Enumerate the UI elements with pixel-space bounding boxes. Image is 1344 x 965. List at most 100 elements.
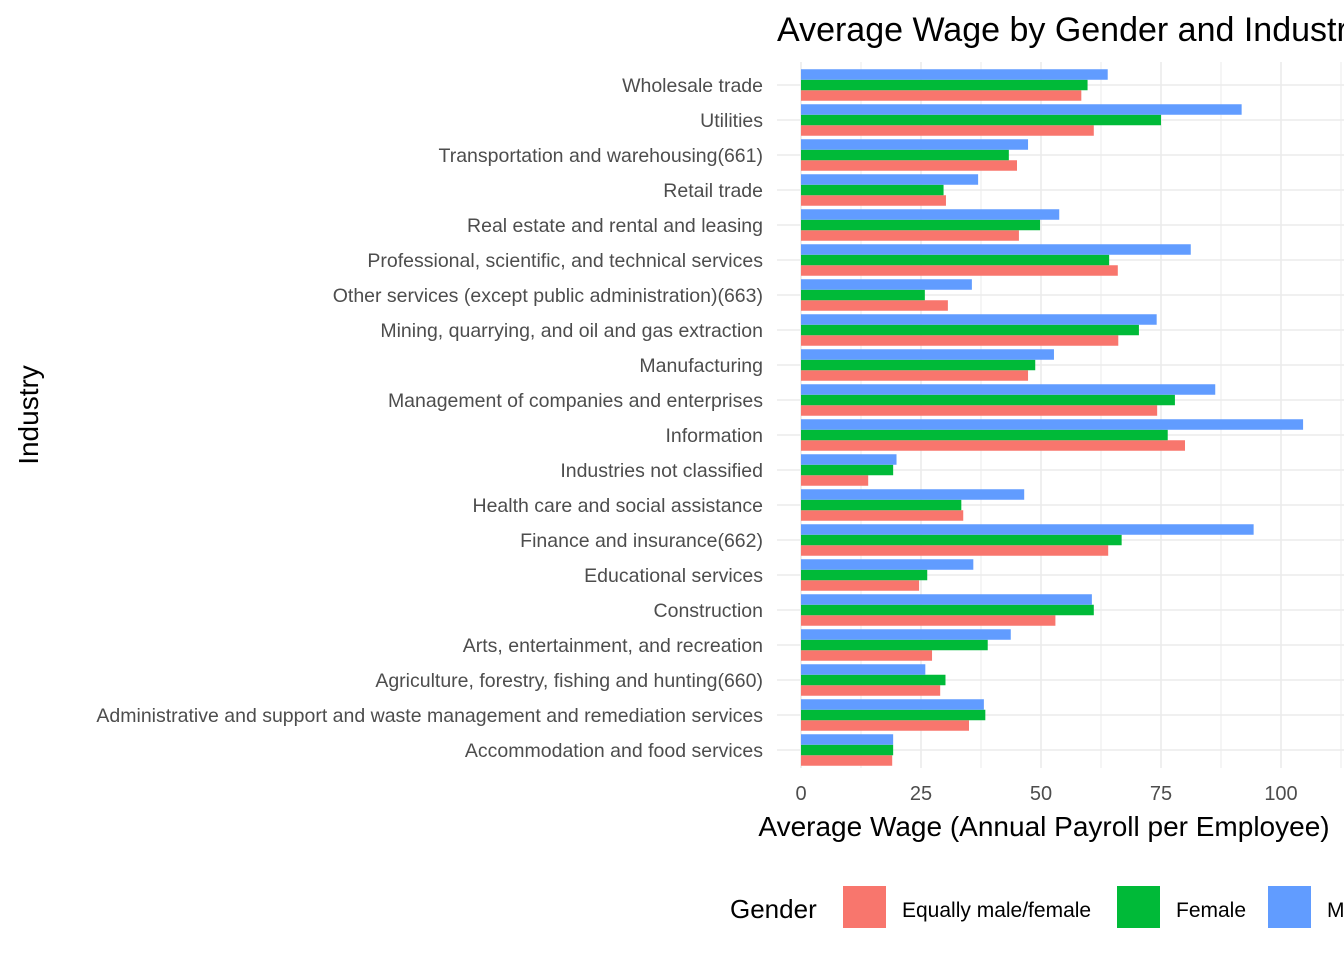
bar (801, 149, 1009, 161)
category-label: Arts, entertainment, and recreation (463, 635, 763, 657)
category-label: Accommodation and food services (465, 740, 763, 762)
bar (801, 559, 974, 570)
bar (801, 230, 1019, 241)
bar (801, 244, 1191, 255)
category-label: Agriculture, forestry, fishing and hunti… (375, 670, 763, 692)
bar (801, 184, 944, 196)
bar (801, 685, 941, 696)
bar (801, 419, 1304, 430)
bar (801, 475, 869, 486)
x-tick-label: 0 (795, 783, 806, 805)
legend-label: Female (1176, 899, 1246, 922)
bars (801, 69, 1304, 766)
bar (801, 405, 1158, 416)
category-label: Wholesale trade (622, 75, 763, 97)
x-tick-label: 50 (1030, 783, 1052, 805)
legend: Gender Equally male/female Female Male (730, 886, 1344, 928)
bar (801, 394, 1175, 406)
category-label: Educational services (584, 565, 763, 587)
bar (801, 454, 897, 465)
chart-title: Average Wage by Gender and Industry (777, 11, 1344, 49)
bar (801, 734, 894, 745)
bar (801, 114, 1161, 126)
category-label: Retail trade (663, 180, 763, 202)
bar (801, 370, 1029, 381)
bar (801, 720, 969, 731)
category-label: Industries not classified (560, 460, 763, 482)
bar (801, 594, 1092, 605)
bar (801, 279, 972, 290)
bar (801, 744, 894, 756)
category-label: Management of companies and enterprises (388, 390, 763, 412)
bar (801, 79, 1088, 91)
x-tick-label: 75 (1150, 783, 1172, 805)
category-label: Transportation and warehousing(661) (439, 145, 763, 167)
bar (801, 139, 1029, 150)
legend-swatch (843, 886, 886, 928)
bar (801, 709, 986, 721)
legend-swatch (1268, 886, 1311, 928)
legend-title: Gender (730, 894, 817, 924)
bar (801, 289, 925, 301)
bar (801, 349, 1054, 360)
bar (801, 265, 1118, 276)
bar (801, 524, 1254, 535)
bar (801, 69, 1108, 80)
category-label: Construction (654, 600, 763, 622)
bar (801, 384, 1216, 395)
bar (801, 569, 928, 581)
category-label: Professional, scientific, and technical … (367, 250, 763, 272)
bar (801, 174, 979, 185)
category-label: Real estate and rental and leasing (467, 215, 763, 237)
category-label: Mining, quarrying, and oil and gas extra… (380, 320, 763, 342)
x-axis-title: Average Wage (Annual Payroll per Employe… (758, 811, 1329, 842)
bar (801, 510, 964, 521)
legend-label: Male (1327, 899, 1344, 922)
bar (801, 699, 984, 710)
category-label: Administrative and support and waste man… (96, 705, 763, 727)
bar (801, 209, 1060, 220)
category-label: Other services (except public administra… (333, 285, 763, 307)
category-labels: Accommodation and food services Administr… (96, 75, 763, 762)
bar (801, 664, 926, 675)
bar (801, 300, 948, 311)
category-label: Utilities (700, 110, 763, 132)
bar (801, 324, 1139, 336)
bar (801, 195, 946, 206)
category-label: Finance and insurance(662) (520, 530, 763, 552)
bar (801, 104, 1242, 115)
bar (801, 534, 1122, 546)
bar (801, 160, 1017, 171)
bar (801, 674, 946, 686)
bar (801, 90, 1082, 101)
x-tick-label: 100 (1264, 783, 1297, 805)
x-tick-label: 25 (910, 783, 932, 805)
bar (801, 580, 920, 591)
bar (801, 440, 1185, 451)
bar (801, 755, 893, 766)
bar (801, 650, 933, 661)
x-tick-labels: 0 25 50 75 100 (795, 783, 1297, 805)
bar (801, 254, 1110, 266)
category-label: Information (665, 425, 763, 447)
bar (801, 639, 988, 651)
bar (801, 464, 894, 476)
legend-swatch (1117, 886, 1160, 928)
bar (801, 604, 1094, 616)
bar (801, 314, 1157, 325)
bar (801, 359, 1036, 371)
bar (801, 335, 1119, 346)
bar (801, 429, 1168, 441)
category-label: Health care and social assistance (473, 495, 764, 517)
bar (801, 125, 1094, 136)
bar (801, 629, 1011, 640)
bar (801, 615, 1056, 626)
legend-label: Equally male/female (902, 899, 1091, 922)
category-label: Manufacturing (639, 355, 763, 377)
bar (801, 499, 962, 511)
y-axis-title: Industry (13, 365, 44, 465)
bar (801, 219, 1041, 231)
bar (801, 545, 1109, 556)
